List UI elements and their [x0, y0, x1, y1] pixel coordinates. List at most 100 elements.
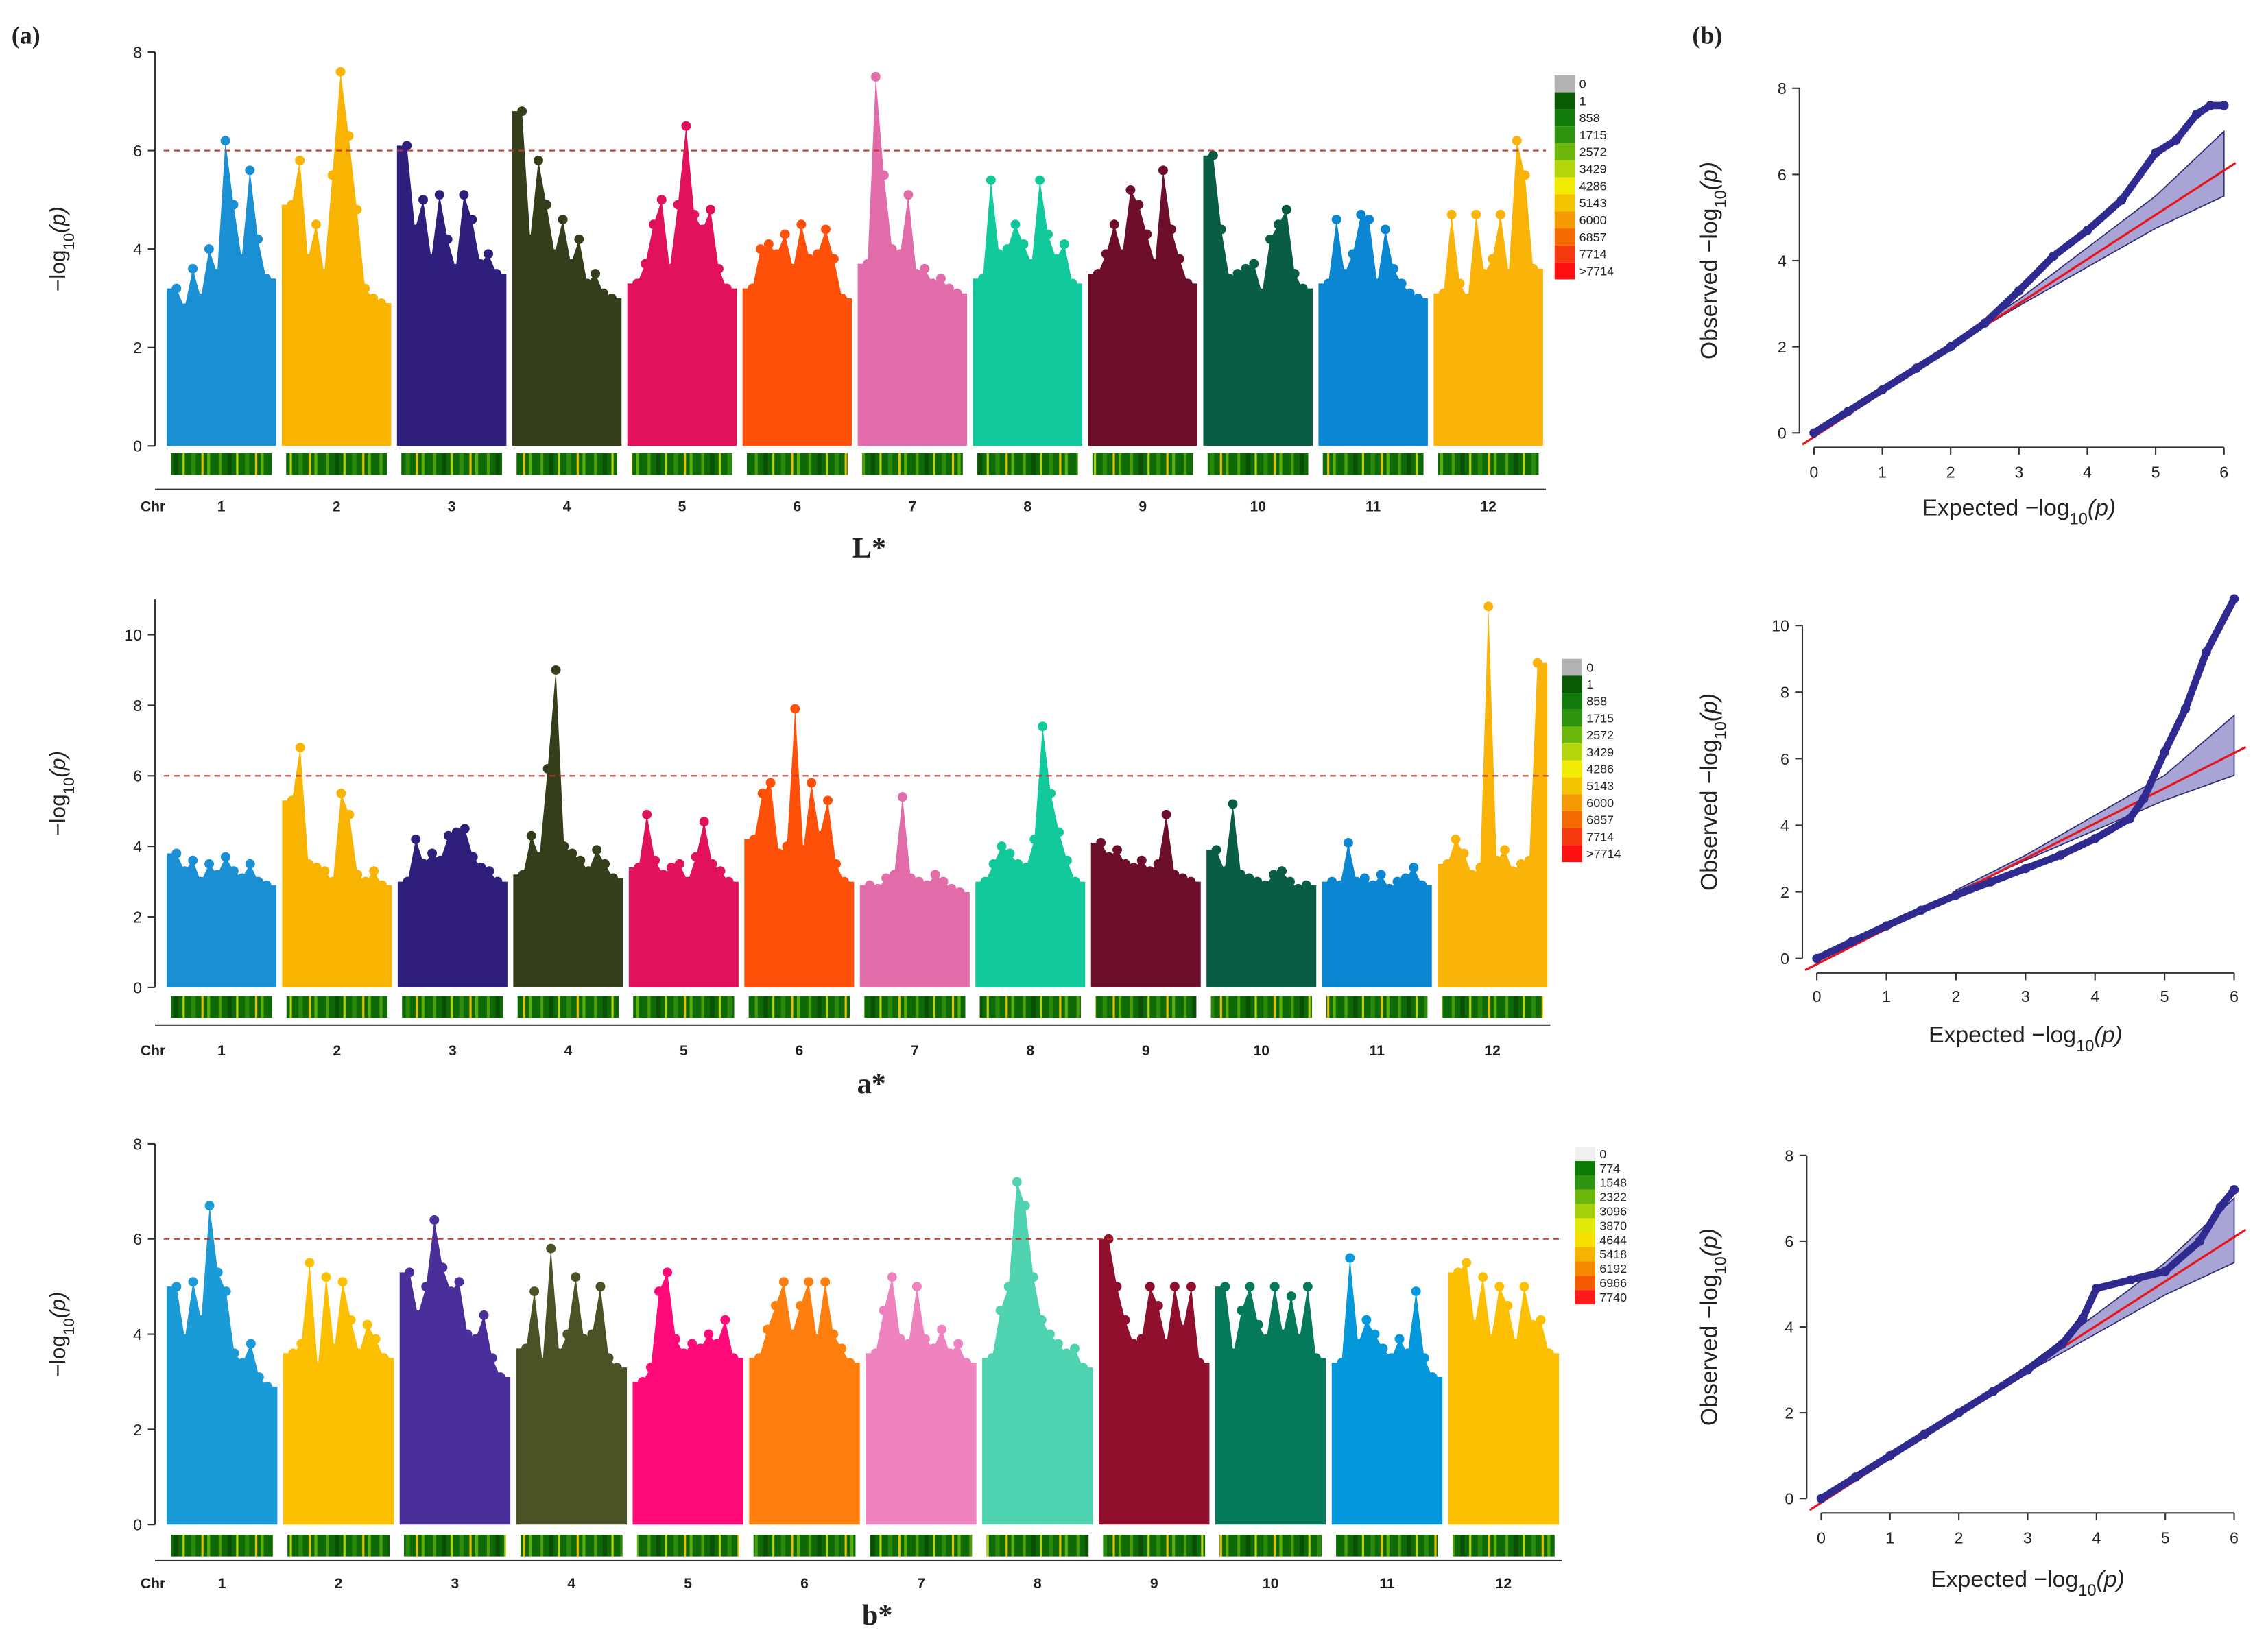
qq-point [1812, 953, 1822, 963]
snp-point [1003, 1282, 1014, 1292]
snp-point [1492, 855, 1502, 865]
snp-point [460, 824, 470, 834]
snp-point [955, 887, 965, 897]
y-tick-label: 8 [133, 43, 142, 61]
snp-point [988, 859, 999, 869]
legend-label: 6857 [1586, 813, 1614, 827]
x-axis-label-part: 10 [2070, 511, 2088, 529]
legend-swatch [1562, 811, 1582, 828]
snp-point [604, 1353, 614, 1363]
snp-point [762, 1324, 772, 1334]
snp-point [1516, 859, 1526, 869]
snp-point [1208, 150, 1218, 160]
snp-point [487, 1353, 497, 1363]
snp-point [1285, 876, 1295, 887]
confidence-band [1958, 1197, 2235, 1414]
snp-point [755, 244, 765, 254]
legend-swatch [1562, 845, 1582, 863]
qq-point [2206, 101, 2215, 110]
snp-point [887, 1272, 897, 1282]
legend-swatch [1575, 1232, 1595, 1247]
snp-point [1413, 293, 1423, 303]
snp-point [724, 876, 734, 887]
snp-point [587, 1329, 597, 1339]
snp-point [1289, 269, 1300, 279]
qq-point [1877, 385, 1887, 395]
snp-point [650, 855, 660, 865]
snp-point [1269, 1282, 1280, 1292]
snp-point [1093, 269, 1103, 279]
snp-point [1109, 219, 1119, 230]
snp-point [377, 880, 387, 890]
snp-point [1029, 834, 1040, 844]
snp-point [1386, 1353, 1396, 1363]
snp-point [287, 795, 297, 806]
x-tick-label: 1 [1882, 987, 1891, 1005]
snp-point [922, 880, 932, 890]
snp-point [521, 1343, 532, 1354]
legend-swatch [1562, 777, 1582, 795]
legend-swatch [1562, 760, 1582, 778]
legend-label: 6192 [1599, 1262, 1627, 1276]
snp-point [1356, 209, 1366, 219]
snp-cluster [399, 1219, 511, 1525]
x-axis-label-part: (p) [2097, 1566, 2125, 1592]
snp-point [335, 67, 346, 77]
snp-point [1153, 1300, 1163, 1310]
snp-point [1278, 1329, 1288, 1339]
snp-point [697, 224, 708, 235]
density-strip [1103, 1534, 1206, 1557]
snp-point [986, 175, 996, 185]
snp-point [691, 852, 701, 862]
qq-point [2215, 1202, 2226, 1212]
snp-point [1339, 269, 1350, 279]
qq-point [1816, 1494, 1826, 1503]
y-tick-label: 0 [133, 979, 142, 996]
snp-point [796, 219, 807, 230]
snp-point [1051, 254, 1061, 264]
snp-point [320, 866, 330, 876]
y-tick-label: 4 [133, 1326, 142, 1343]
snp-point [1186, 1282, 1196, 1292]
snp-point [1265, 234, 1276, 244]
snp-point [881, 873, 892, 883]
snp-point [454, 1277, 464, 1287]
snp-point [369, 866, 379, 876]
snp-point [584, 866, 594, 876]
y-axis-label-part: Observed −log [1696, 1275, 1722, 1426]
y-tick-label: 6 [1780, 750, 1789, 768]
legend-swatch [1575, 1247, 1595, 1262]
legend-label: 3096 [1599, 1205, 1627, 1219]
snp-point [1062, 855, 1072, 865]
y-tick-label: 6 [1785, 1232, 1793, 1250]
snp-cluster [742, 224, 852, 446]
panel-label: (b) [1692, 21, 1722, 49]
y-tick-label: 0 [133, 1516, 142, 1534]
x-tick-label: 3 [449, 1043, 457, 1059]
snp-point [492, 876, 503, 887]
qq-point [1980, 318, 1990, 328]
legend-swatch [1554, 262, 1575, 280]
x-tick-label: 1 [1885, 1529, 1894, 1547]
qq-point [1946, 342, 1955, 352]
x-axis-label-part: 10 [2076, 1038, 2094, 1055]
snp-cluster [866, 1277, 977, 1525]
chart-title: b* [862, 1599, 893, 1631]
y-axis-label: Observed −log10(p) [1696, 1228, 1730, 1426]
snp-point [1253, 1319, 1263, 1330]
legend-swatch [1562, 658, 1582, 676]
snp-point [228, 866, 239, 876]
snp-point [1520, 170, 1530, 180]
y-axis-label-part: 10 [1712, 1256, 1730, 1274]
snp-point [1455, 278, 1465, 289]
snp-point [920, 263, 930, 274]
y-tick-label: 0 [1778, 424, 1787, 442]
y-axis-label-part: (p) [1696, 162, 1722, 190]
density-strip [632, 453, 732, 475]
legend-label: 1 [1586, 678, 1593, 691]
snp-cluster [1203, 155, 1313, 446]
snp-point [870, 1348, 881, 1358]
legend-label: 774 [1599, 1162, 1620, 1175]
snp-cluster [627, 125, 737, 446]
qq-point [2160, 747, 2169, 757]
